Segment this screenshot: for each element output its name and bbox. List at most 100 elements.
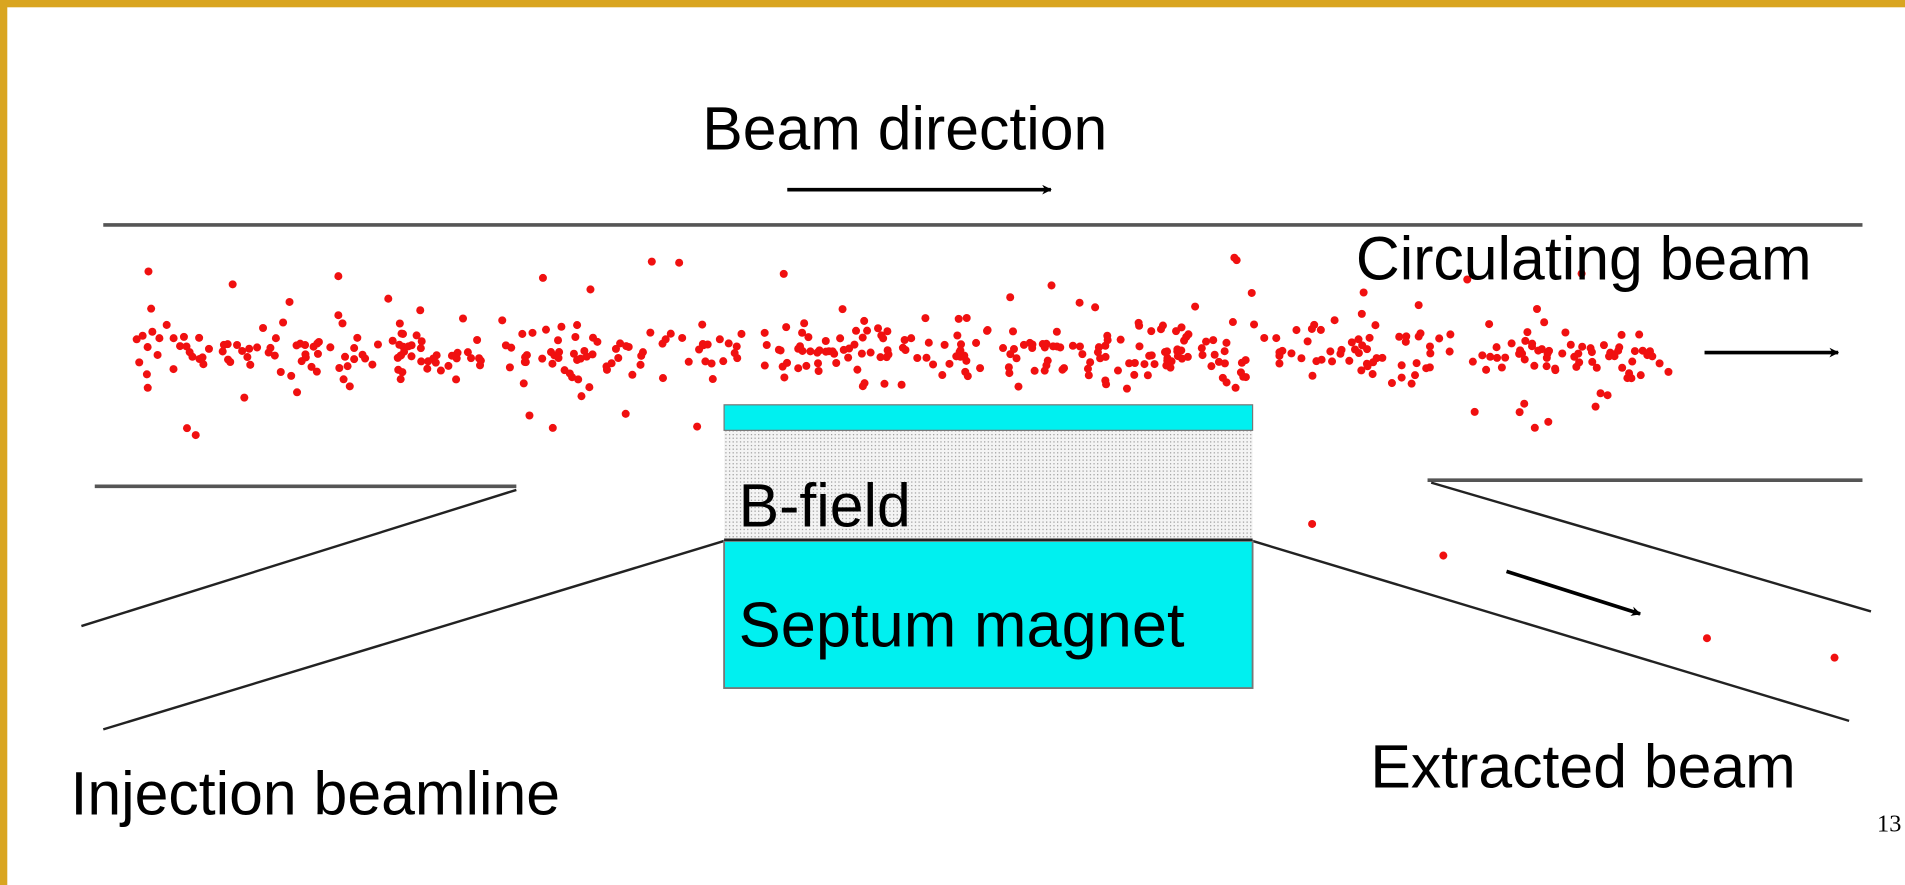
particle: [621, 409, 630, 418]
particle: [1272, 334, 1281, 343]
particle: [538, 273, 547, 282]
label: Circulating beam: [1356, 225, 1812, 293]
particle: [1014, 382, 1023, 391]
particle: [1052, 327, 1061, 336]
particle: [982, 326, 992, 335]
particle: [1623, 374, 1632, 383]
particle: [900, 336, 909, 345]
particle: [1530, 361, 1539, 370]
particle: [1145, 351, 1154, 360]
particle: [1566, 340, 1575, 349]
particle: [135, 358, 144, 367]
particle: [646, 328, 655, 337]
particle: [1592, 363, 1601, 372]
particle: [1362, 359, 1371, 368]
particle: [1618, 363, 1627, 372]
particle: [1411, 371, 1420, 380]
beamline-walls: [81, 223, 1872, 731]
particle: [1587, 348, 1596, 357]
particle: [1425, 342, 1434, 351]
particle: [199, 360, 208, 369]
particle: [1312, 357, 1321, 366]
particle: [1326, 347, 1335, 356]
particle: [1030, 366, 1039, 375]
particle: [1336, 349, 1345, 358]
particle: [341, 352, 350, 361]
particle: [1006, 350, 1015, 359]
particle: [473, 336, 482, 345]
particle: [1412, 359, 1421, 368]
particle: [921, 314, 930, 323]
particle: [945, 359, 954, 368]
particle: [245, 344, 254, 353]
particle: [546, 348, 555, 357]
particle: [960, 351, 969, 360]
particle: [557, 322, 566, 331]
particle: [1354, 335, 1363, 344]
particle: [538, 354, 547, 363]
particle: [719, 357, 728, 366]
particle: [1101, 352, 1110, 361]
particle: [444, 361, 453, 370]
particle: [541, 325, 550, 334]
particle: [555, 348, 564, 357]
particle: [223, 340, 232, 349]
particle: [218, 347, 227, 356]
particle: [860, 316, 869, 325]
particle: [388, 336, 397, 345]
arrows: [787, 184, 1840, 616]
particle: [1140, 360, 1149, 369]
particle: [246, 360, 255, 369]
particle: [1083, 364, 1092, 373]
particle: [345, 382, 354, 391]
particle: [285, 297, 294, 306]
particle: [1402, 332, 1411, 341]
particle: [412, 331, 421, 340]
septum-blade: [723, 404, 1254, 431]
particle: [574, 375, 583, 384]
particle: [334, 311, 343, 320]
particle: [1004, 363, 1013, 372]
particle: [155, 334, 164, 343]
particle: [638, 348, 647, 357]
particle: [1006, 293, 1015, 302]
particle: [760, 361, 769, 370]
particle: [1368, 370, 1377, 379]
b-field-region: [724, 430, 1253, 540]
particle: [1202, 337, 1211, 346]
particle: [658, 339, 667, 348]
particle: [1636, 371, 1645, 380]
particle: [1516, 346, 1525, 355]
particle: [1617, 330, 1626, 339]
particle: [724, 339, 733, 348]
particle: [907, 334, 916, 343]
particle: [1542, 353, 1551, 362]
particle: [844, 353, 853, 362]
particle: [1167, 357, 1176, 366]
particle: [1439, 551, 1448, 560]
particle: [1588, 357, 1597, 366]
particle: [279, 318, 288, 327]
particle: [1497, 363, 1506, 372]
particle: [1184, 330, 1193, 339]
particle: [1357, 309, 1366, 318]
particle: [1485, 320, 1494, 329]
particle: [1093, 348, 1102, 357]
particle: [658, 374, 667, 383]
particle: [953, 331, 962, 340]
particle: [147, 304, 156, 313]
particle: [1214, 357, 1223, 366]
particle: [185, 348, 194, 357]
particle: [554, 336, 563, 345]
particle: [858, 333, 867, 342]
particle: [1371, 321, 1380, 330]
particle: [1231, 383, 1240, 392]
particle: [396, 375, 405, 384]
particle: [1397, 373, 1406, 382]
particle: [395, 319, 404, 328]
particle: [836, 334, 845, 343]
particle: [1492, 343, 1501, 352]
particle: [1463, 275, 1472, 284]
particle: [1150, 360, 1159, 369]
